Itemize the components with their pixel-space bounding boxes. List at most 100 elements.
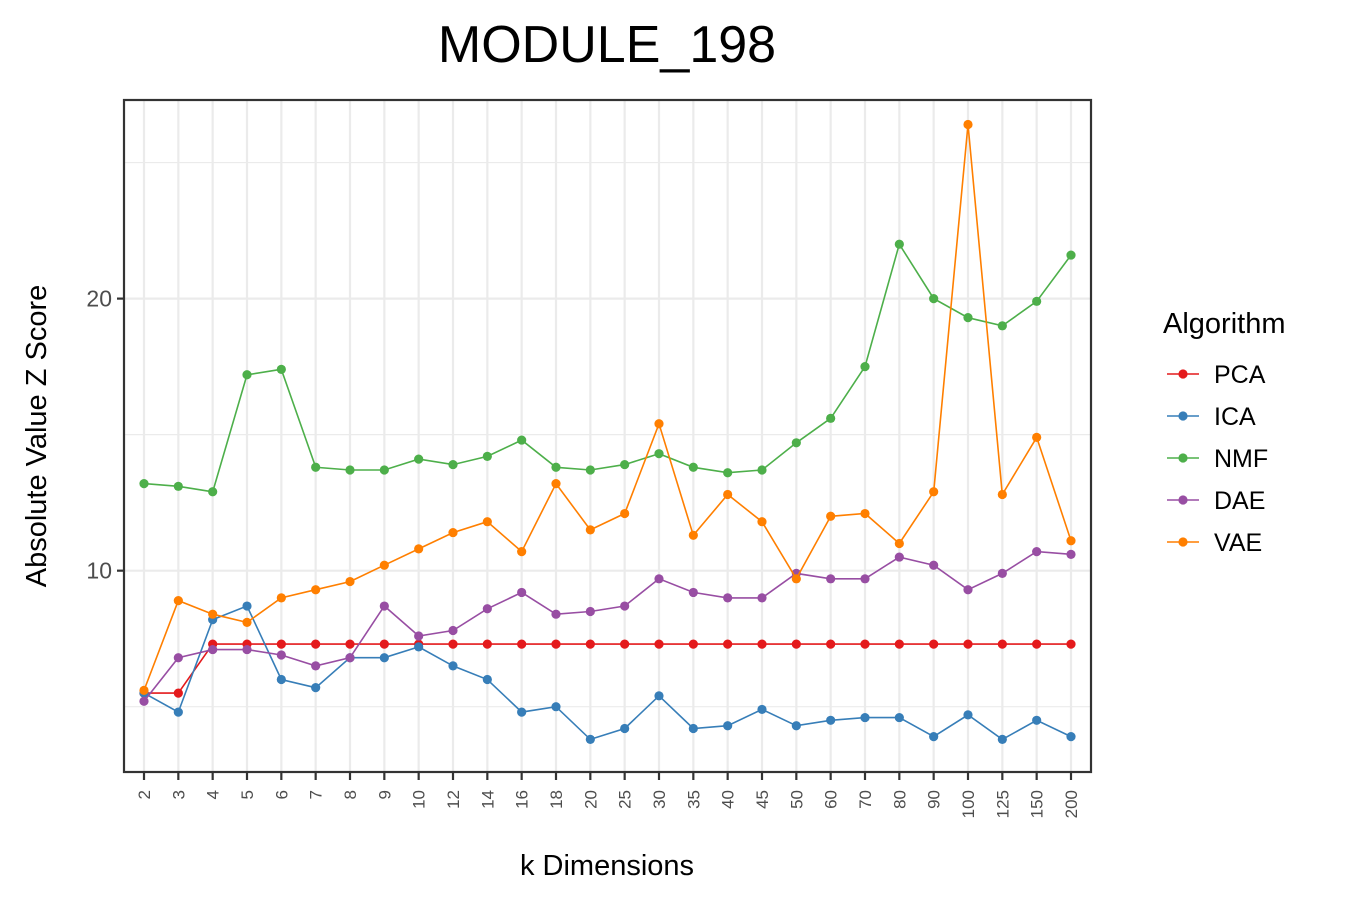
data-point-pca	[620, 639, 630, 649]
series-ica	[139, 601, 1076, 744]
series-vae	[139, 119, 1076, 695]
data-point-ica	[1066, 732, 1076, 742]
x-tick-label: 100	[959, 790, 978, 818]
data-point-pca	[482, 639, 492, 649]
data-point-ica	[242, 601, 252, 611]
data-point-ica	[414, 642, 424, 652]
data-point-nmf	[448, 459, 458, 470]
data-point-dae	[482, 604, 492, 614]
legend-item-pca: PCA	[1167, 361, 1266, 389]
data-point-nmf	[482, 451, 492, 462]
data-point-vae	[860, 508, 870, 519]
data-point-nmf	[414, 454, 424, 464]
series-line-dae	[143, 550, 1072, 702]
x-tick-label: 45	[753, 790, 772, 809]
data-point-nmf	[929, 294, 939, 304]
data-point-ica	[379, 653, 389, 663]
data-point-dae	[379, 601, 389, 611]
data-point-ica	[791, 721, 801, 731]
data-point-nmf	[723, 468, 733, 478]
data-point-dae	[414, 631, 424, 641]
data-point-vae	[311, 585, 321, 595]
legend-item-ica: ICA	[1167, 403, 1256, 431]
x-tick-label: 30	[650, 790, 669, 809]
data-point-vae	[379, 560, 389, 570]
data-point-pca	[551, 639, 561, 649]
data-point-nmf	[1032, 296, 1042, 306]
data-point-vae	[654, 419, 664, 429]
data-point-ica	[894, 712, 904, 723]
major-grid	[124, 100, 1091, 772]
x-tick-label: 200	[1062, 790, 1081, 818]
x-tick-label: 35	[684, 790, 703, 809]
data-point-ica	[276, 674, 286, 685]
data-point-nmf	[311, 462, 321, 472]
data-point-vae	[482, 517, 492, 527]
data-point-dae	[242, 644, 252, 655]
data-point-vae	[414, 544, 424, 554]
x-tick-label: 2	[135, 790, 154, 799]
legend-label: ICA	[1214, 403, 1256, 431]
legend-label: DAE	[1214, 487, 1265, 515]
series-line-pca	[144, 643, 1071, 694]
data-point-vae	[276, 593, 286, 603]
data-point-vae	[620, 508, 630, 519]
data-point-dae	[345, 653, 355, 663]
data-point-nmf	[585, 465, 595, 475]
series-pca	[139, 639, 1076, 698]
data-point-pca	[448, 639, 458, 649]
legend-key-point	[1178, 369, 1188, 379]
x-tick-label: 3	[169, 790, 188, 799]
y-tick-label: 10	[86, 558, 112, 584]
data-point-ica	[688, 723, 698, 734]
data-point-pca	[1032, 639, 1042, 649]
x-tick-label: 5	[238, 790, 257, 799]
data-point-dae	[173, 653, 183, 663]
data-point-nmf	[757, 465, 767, 475]
data-point-vae	[826, 511, 836, 521]
x-tick-label: 9	[375, 790, 394, 799]
data-point-dae	[1066, 549, 1076, 559]
data-point-vae	[139, 685, 149, 695]
legend-label: PCA	[1214, 361, 1266, 389]
data-point-vae	[448, 527, 458, 538]
data-point-vae	[929, 487, 939, 497]
x-tick-label: 150	[1028, 790, 1047, 818]
data-point-ica	[997, 734, 1007, 744]
data-point-ica	[757, 704, 767, 715]
data-point-vae	[791, 574, 801, 584]
data-point-vae	[208, 609, 218, 619]
data-point-ica	[585, 734, 595, 744]
data-point-pca	[997, 639, 1007, 649]
data-point-nmf	[208, 487, 218, 497]
x-tick-label: 10	[410, 790, 429, 809]
x-tick-label: 25	[616, 790, 635, 809]
data-point-ica	[551, 702, 561, 712]
legend-title: Algorithm	[1163, 308, 1286, 340]
data-point-vae	[757, 517, 767, 527]
data-point-pca	[757, 639, 767, 649]
data-point-vae	[1066, 536, 1076, 546]
data-point-dae	[551, 609, 561, 619]
x-tick-label: 14	[478, 790, 497, 809]
data-point-nmf	[1066, 250, 1076, 260]
data-point-nmf	[620, 459, 630, 470]
data-point-nmf	[551, 462, 561, 472]
series-nmf	[139, 239, 1076, 497]
data-point-nmf	[791, 438, 801, 448]
data-point-ica	[860, 712, 870, 723]
data-point-vae	[1032, 432, 1042, 442]
data-point-ica	[654, 691, 664, 701]
data-point-dae	[208, 644, 218, 655]
data-point-vae	[723, 489, 733, 500]
legend-key-point	[1178, 537, 1188, 547]
data-point-vae	[551, 479, 561, 489]
data-point-pca	[379, 639, 389, 649]
data-point-pca	[688, 639, 698, 649]
data-point-dae	[826, 574, 836, 584]
data-point-vae	[242, 617, 252, 627]
data-point-vae	[688, 530, 698, 540]
data-point-dae	[688, 587, 698, 598]
data-point-pca	[1066, 639, 1076, 649]
